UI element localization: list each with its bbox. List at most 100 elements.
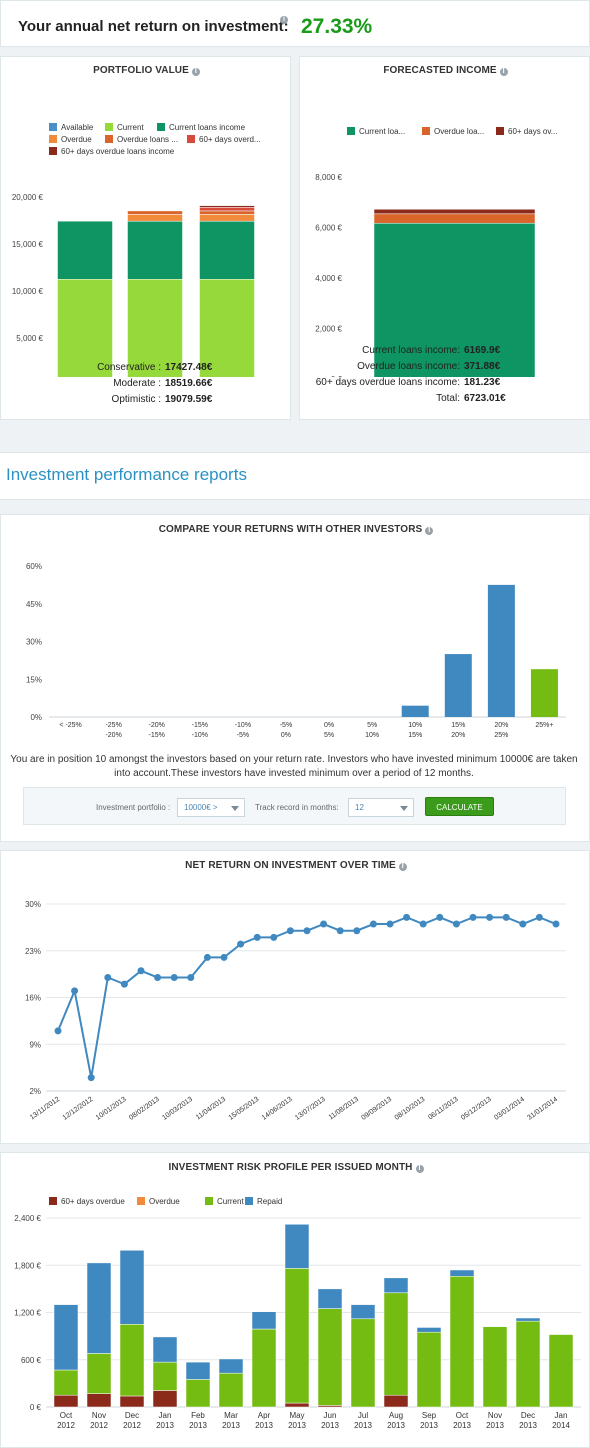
x-tick-label: 08/10/2013 xyxy=(394,1096,427,1122)
legend-label: Available xyxy=(61,123,94,132)
data-point xyxy=(535,913,543,921)
data-point xyxy=(253,933,261,941)
bar-segment xyxy=(350,1318,376,1408)
y-tick-label: 10,000 € xyxy=(12,287,44,296)
data-point xyxy=(469,913,477,921)
y-tick-label: 15,000 € xyxy=(12,240,44,249)
data-point xyxy=(320,920,328,928)
data-point xyxy=(71,987,79,995)
x-tick-label: -5% xyxy=(280,722,292,729)
forecasted-income-title: FORECASTED INCOME i xyxy=(300,65,590,76)
roi-value: 27.33% xyxy=(301,15,373,38)
portfolio-select[interactable]: 10000€ > xyxy=(177,798,245,817)
legend-label: Overdue xyxy=(61,135,92,144)
bar-segment xyxy=(57,279,113,377)
x-tick-label: 20% xyxy=(451,732,465,739)
x-tick-label: Oct xyxy=(60,1411,73,1420)
x-tick-label: Sep xyxy=(422,1411,437,1420)
x-tick-label: 2013 xyxy=(321,1421,339,1430)
reports-title: Investment performance reports xyxy=(6,465,247,484)
bar-segment xyxy=(152,1390,178,1408)
bar-segment xyxy=(449,1269,475,1277)
summary-value: 371.88€ xyxy=(464,361,501,372)
data-point xyxy=(137,967,145,975)
info-icon[interactable]: i xyxy=(425,527,434,535)
legend-swatch xyxy=(105,135,113,143)
portfolio-value-card: PORTFOLIO VALUEi 0 €5,000 €10,000 €15,00… xyxy=(0,56,291,420)
x-tick-label: 10/01/2013 xyxy=(95,1096,128,1122)
summary-label: Optimistic : xyxy=(111,394,161,405)
bar-segment xyxy=(373,213,536,224)
bar-segment xyxy=(127,210,183,215)
summary-label: Current loans income: xyxy=(362,345,460,356)
legend-swatch xyxy=(187,135,195,143)
bar-segment xyxy=(86,1262,112,1354)
track-select[interactable]: 12 xyxy=(348,798,414,817)
summary-value: 17427.48€ xyxy=(165,362,213,373)
bar-segment xyxy=(53,1394,79,1408)
legend-label: Repaid xyxy=(257,1197,282,1206)
x-tick-label: 11/08/2013 xyxy=(328,1096,360,1122)
info-icon[interactable]: i xyxy=(280,16,288,24)
bar-segment xyxy=(199,279,255,377)
portfolio-value-chart: 0 €5,000 €10,000 €15,000 €20,000 €Availa… xyxy=(12,123,261,377)
legend-label: Overdue loans ... xyxy=(117,135,178,144)
y-tick-label: 20,000 € xyxy=(12,193,44,202)
legend-swatch xyxy=(137,1197,145,1205)
legend-swatch xyxy=(49,147,57,155)
chevron-down-icon xyxy=(400,806,408,811)
data-point xyxy=(386,920,394,928)
x-tick-label: 05/12/2013 xyxy=(460,1096,493,1122)
bar-segment xyxy=(86,1393,112,1408)
x-tick-label: Nov xyxy=(92,1411,106,1420)
bar-segment xyxy=(515,1320,541,1408)
x-tick-label: 10% xyxy=(408,722,422,729)
bar-segment xyxy=(317,1288,343,1309)
data-point xyxy=(436,913,444,921)
net-return-chart: 2% 9% 16% 23% 30% 13/11/2012 12/12/2012 10/01/2… xyxy=(25,900,566,1122)
data-point xyxy=(486,913,494,921)
info-icon[interactable]: i xyxy=(415,1165,424,1173)
calculate-button[interactable]: CALCULATE xyxy=(425,797,494,816)
summary-row: Optimistic : 19079.59€ xyxy=(1,394,213,405)
y-tick-label: 0 € xyxy=(331,375,343,377)
info-icon[interactable]: i xyxy=(191,68,200,76)
bar-segment xyxy=(53,1369,79,1396)
y-tick-label: 0 € xyxy=(30,1403,42,1412)
x-tick-label: Jul xyxy=(358,1411,368,1420)
portfolio-select-value: 10000€ > xyxy=(184,803,218,812)
portfolio-label: Investment portfolio : xyxy=(96,803,171,812)
summary-row: Conservative : 17427.48€ xyxy=(1,362,212,373)
bar-segment xyxy=(199,220,255,280)
legend-label: Current loa... xyxy=(359,127,405,136)
bar-segment xyxy=(119,1395,145,1408)
bar-segment xyxy=(416,1331,442,1408)
bar-segment xyxy=(284,1402,310,1408)
reports-title-bar xyxy=(0,452,590,500)
data-point xyxy=(303,927,311,935)
info-icon[interactable]: i xyxy=(398,863,407,871)
bar-segment xyxy=(383,1292,409,1396)
y-tick-label: 1,200 € xyxy=(14,1309,41,1318)
bar-segment xyxy=(416,1327,442,1333)
compare-returns-chart: 0% 15% 30% 45% 60% < -25% -25% -20% -20% -15% -15%… xyxy=(26,562,566,739)
bar-segment xyxy=(383,1394,409,1408)
x-tick-label: 13/07/2013 xyxy=(294,1096,327,1122)
legend-label: Overdue xyxy=(149,1197,180,1206)
x-tick-label: 2013 xyxy=(288,1421,306,1430)
x-tick-label: 09/09/2013 xyxy=(360,1096,393,1122)
summary-label: Overdue loans income: xyxy=(357,361,460,372)
data-point xyxy=(403,913,411,921)
info-icon[interactable]: i xyxy=(499,68,508,76)
data-point xyxy=(87,1074,95,1082)
summary-value: 18519.66€ xyxy=(165,378,213,389)
x-tick-label: 2013 xyxy=(222,1421,240,1430)
legend-swatch xyxy=(496,127,504,135)
y-tick-label: 4,000 € xyxy=(315,274,342,283)
x-tick-label: -5% xyxy=(237,732,249,739)
x-tick-label: 2013 xyxy=(255,1421,273,1430)
legend-swatch xyxy=(49,135,57,143)
legend-swatch xyxy=(105,123,113,131)
x-tick-label: 2013 xyxy=(189,1421,207,1430)
x-tick-label: 15% xyxy=(451,722,465,729)
